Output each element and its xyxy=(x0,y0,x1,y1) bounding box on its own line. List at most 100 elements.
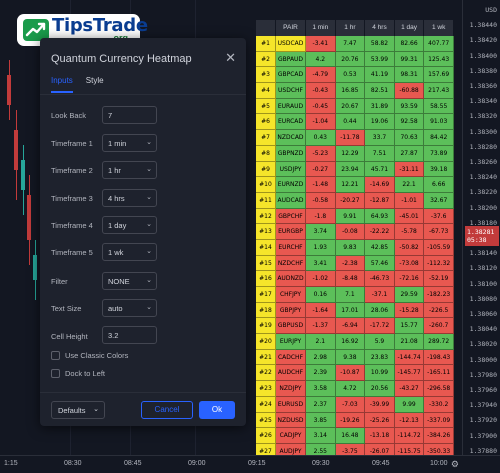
look-back-input[interactable]: 7 xyxy=(102,106,157,124)
table-row: #3 GBPCAD -4.79 0.53 41.19 98.31 157.69 xyxy=(256,67,454,84)
table-row: #15 NZDCHF 3.41 -2.38 57.46 -73.08 -112.32 xyxy=(256,255,454,272)
candle-body xyxy=(14,130,18,170)
value-cell: -1.8 xyxy=(306,208,336,225)
pair-cell: CADJPY xyxy=(276,428,306,444)
pair-cell: USDJPY xyxy=(276,161,306,178)
classic-colors-option[interactable]: Use Classic Colors xyxy=(51,351,128,360)
dock-left-label: Dock to Left xyxy=(65,369,106,378)
tab-style[interactable]: Style xyxy=(85,76,104,85)
price-scale[interactable]: USD 1.38440 1.38420 1.38400 1.38380 1.38360 1.… xyxy=(462,0,500,455)
value-cell: 10.99 xyxy=(365,365,395,382)
price-label: 1.38380 xyxy=(469,66,497,75)
rank-cell: #25 xyxy=(256,412,276,429)
header-rank xyxy=(256,20,276,36)
pair-cell: EURGBP xyxy=(276,224,306,240)
value-cell: 4.72 xyxy=(335,381,366,397)
rank-cell: #6 xyxy=(256,114,276,131)
value-cell: 58.82 xyxy=(365,36,395,52)
value-cell: 7.47 xyxy=(335,36,366,52)
value-cell: 2.39 xyxy=(306,365,336,382)
pair-cell: GBPCAD xyxy=(276,67,306,84)
price-label: 1.38180 xyxy=(469,218,497,227)
value-cell: 32.67 xyxy=(424,192,454,209)
table-row: #4 USDCHF -0.43 16.85 82.51 -60.88 217.43 xyxy=(256,83,454,99)
pair-cell: EURUSD xyxy=(276,396,306,413)
cancel-button[interactable]: Cancel xyxy=(141,401,193,419)
header-1day: 1 day xyxy=(395,20,425,36)
chevron-down-icon: ⌄ xyxy=(146,221,152,228)
text-size-select[interactable]: auto ⌄ xyxy=(102,299,157,317)
value-cell: -198.43 xyxy=(424,349,454,366)
value-cell: -1.02 xyxy=(306,271,336,287)
tab-inputs[interactable]: Inputs xyxy=(51,76,73,93)
pair-cell: GBPCHF xyxy=(276,208,306,225)
value-cell: 28.06 xyxy=(365,302,395,319)
gear-icon[interactable]: ⚙ xyxy=(450,459,459,469)
value-cell: 16.85 xyxy=(335,83,366,99)
timeframe2-label: Timeframe 2 xyxy=(51,166,93,175)
rank-cell: #7 xyxy=(256,130,276,146)
pair-cell: EURCAD xyxy=(276,114,306,131)
timeframe2-select[interactable]: 1 hr ⌄ xyxy=(102,161,157,179)
value-cell: 0.43 xyxy=(306,130,336,146)
close-icon[interactable]: ✕ xyxy=(225,50,236,65)
dock-left-option[interactable]: Dock to Left xyxy=(51,369,105,378)
defaults-button[interactable]: Defaults ⌄ xyxy=(51,401,105,419)
header-pair: PAIR xyxy=(276,20,306,36)
timeframe3-select[interactable]: 4 hrs ⌄ xyxy=(102,189,157,207)
value-cell: 3.58 xyxy=(306,381,336,397)
time-label: 10:00 xyxy=(430,460,448,467)
value-cell: 84.42 xyxy=(424,130,454,146)
time-scale[interactable]: 1:15 08:30 08:45 09:00 09:15 09:30 09:45 10:00 xyxy=(0,455,500,473)
table-row: #2 GBPAUD 4.2 20.76 53.99 99.31 125.43 xyxy=(256,51,454,68)
value-cell: -112.32 xyxy=(424,255,454,272)
timeframe4-select[interactable]: 1 day ⌄ xyxy=(102,216,157,234)
value-cell: 41.19 xyxy=(365,67,395,84)
timeframe4-value: 1 day xyxy=(108,221,127,230)
cell-height-label: Cell Height xyxy=(51,332,88,341)
header-4hrs: 4 hrs xyxy=(365,20,395,36)
ok-button[interactable]: Ok xyxy=(199,401,235,419)
timeframe5-select[interactable]: 1 wk ⌄ xyxy=(102,243,157,261)
cell-height-input[interactable]: 3.2 xyxy=(102,326,157,344)
timeframe1-select[interactable]: 1 min ⌄ xyxy=(102,134,157,152)
rank-cell: #20 xyxy=(256,334,276,350)
value-cell: -20.27 xyxy=(335,192,366,209)
pair-cell: GBPNZD xyxy=(276,145,306,162)
price-label: 1.37880 xyxy=(469,446,497,455)
rank-cell: #23 xyxy=(256,381,276,397)
classic-colors-checkbox[interactable] xyxy=(51,351,60,360)
price-label: 1.38360 xyxy=(469,82,497,90)
pair-cell: NZDUSD xyxy=(276,412,306,429)
value-cell: 53.99 xyxy=(365,51,395,68)
value-cell: -46.73 xyxy=(365,271,395,287)
price-label: 1.38080 xyxy=(469,294,497,303)
chart-trend-icon xyxy=(23,19,49,41)
value-cell: -5.78 xyxy=(394,224,425,240)
value-cell: -0.43 xyxy=(306,83,336,99)
value-cell: 2.98 xyxy=(306,349,336,366)
filter-label: Filter xyxy=(51,277,68,286)
rank-cell: #11 xyxy=(256,192,276,209)
filter-select[interactable]: NONE ⌄ xyxy=(102,272,157,290)
value-cell: 70.63 xyxy=(394,130,425,146)
price-label: 1.38120 xyxy=(469,264,497,273)
value-cell: -19.26 xyxy=(335,412,366,429)
dock-left-checkbox[interactable] xyxy=(51,369,60,378)
pair-cell: GBPAUD xyxy=(276,51,306,68)
value-cell: 16.48 xyxy=(335,428,366,444)
chevron-down-icon: ⌄ xyxy=(146,277,152,284)
value-cell: 1.93 xyxy=(306,239,336,256)
price-label: USD xyxy=(485,6,497,14)
pair-cell: NZDJPY xyxy=(276,381,306,397)
table-row: #21 CADCHF 2.98 9.38 23.83 -144.74 -198.43 xyxy=(256,349,454,366)
value-cell: -45.01 xyxy=(394,208,425,225)
value-cell: 9.99 xyxy=(394,396,425,413)
timeframe3-value: 4 hrs xyxy=(108,194,125,203)
value-cell: -12.13 xyxy=(394,412,425,429)
rank-cell: #19 xyxy=(256,318,276,335)
value-cell: -67.73 xyxy=(424,224,454,240)
time-label: 09:15 xyxy=(248,460,266,467)
value-cell: 39.18 xyxy=(424,161,454,178)
rank-cell: #17 xyxy=(256,287,276,303)
